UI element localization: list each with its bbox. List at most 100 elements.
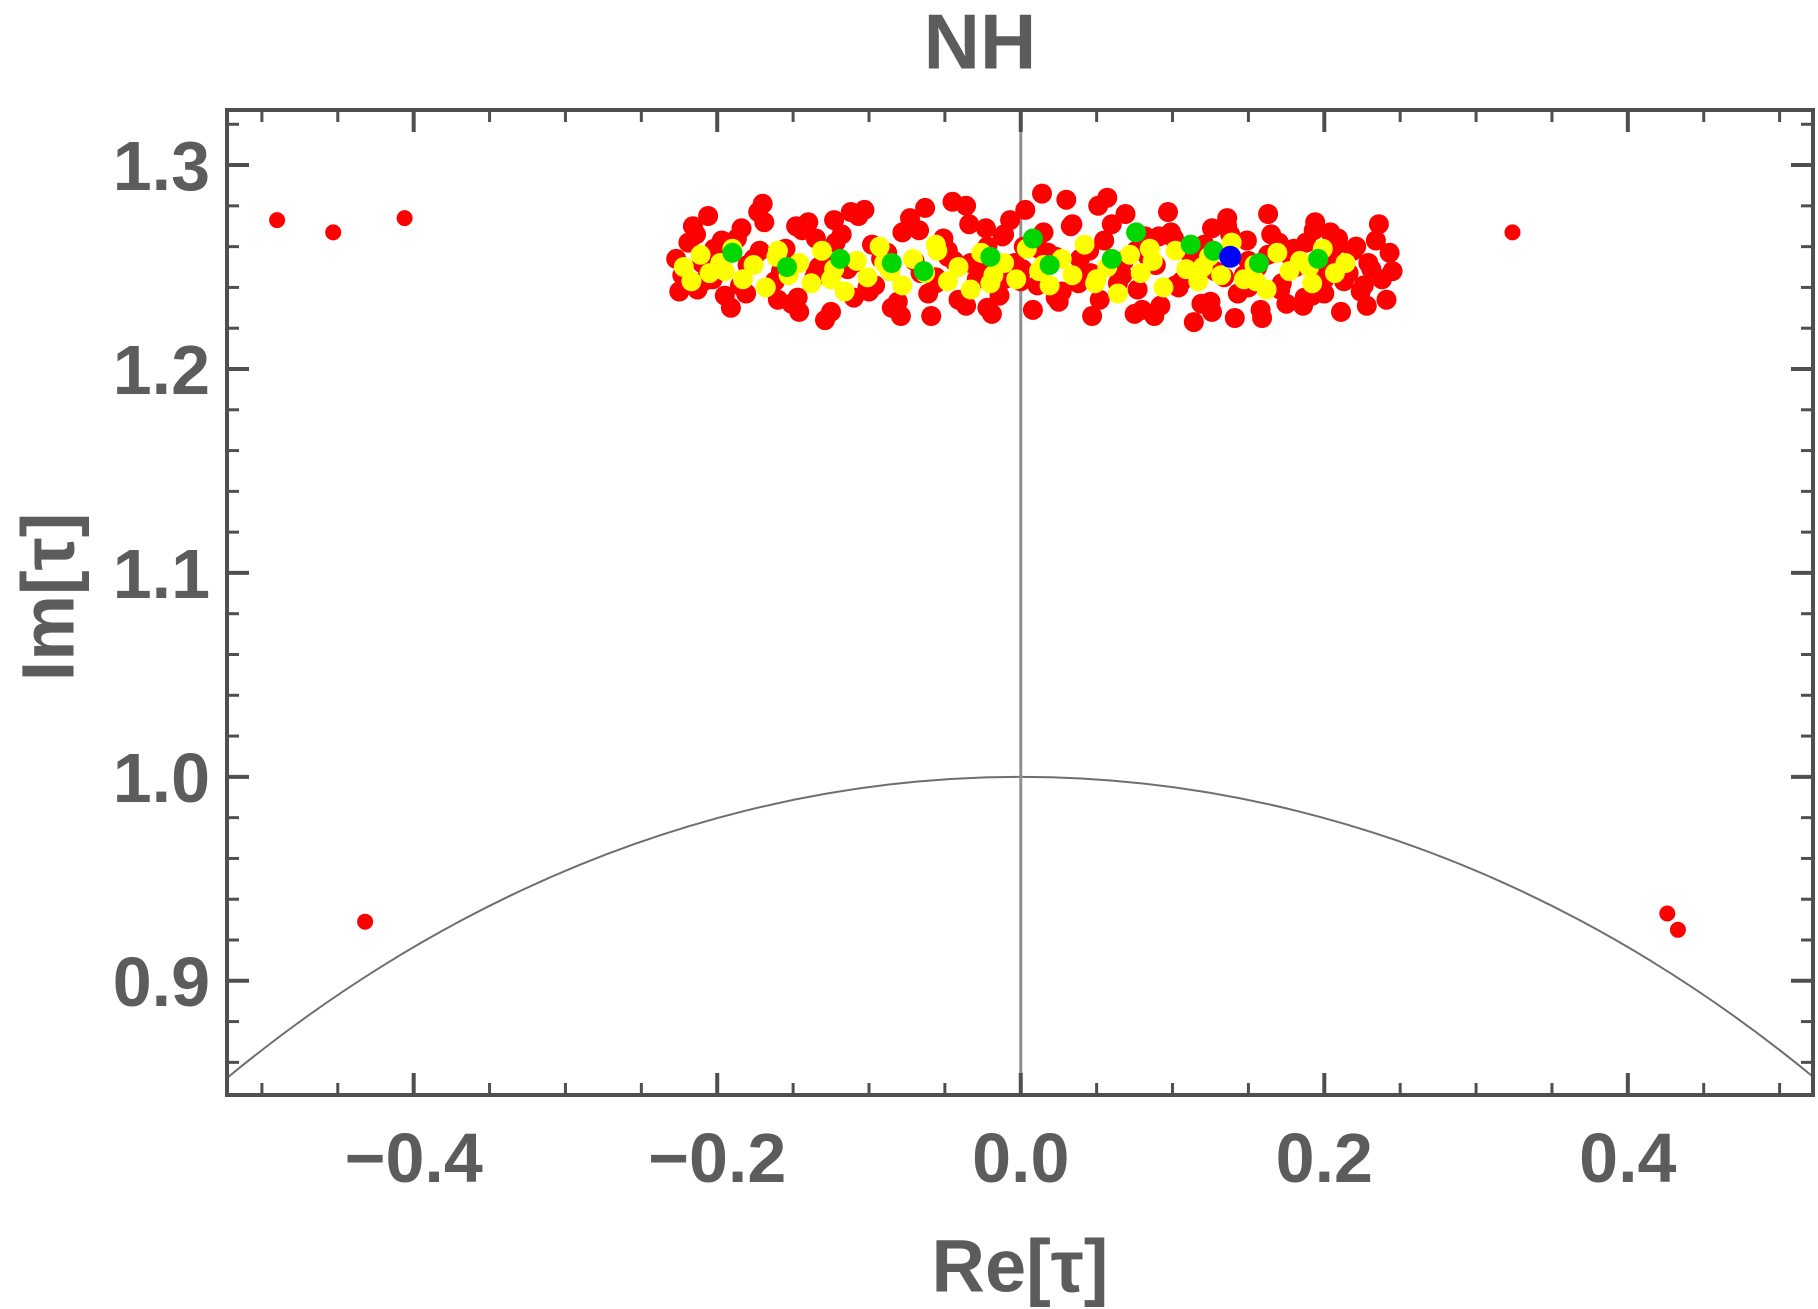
data-point-red [1252, 308, 1273, 328]
data-point-red [1158, 202, 1178, 222]
data-point-yellow [927, 240, 948, 261]
data-point-red [1356, 295, 1377, 316]
data-point-red [1276, 293, 1297, 314]
data-point-yellow [714, 261, 735, 282]
data-point-red [754, 212, 775, 233]
ticks: −0.4 −0.2 0.0 0.2 0.4 0.9 1.0 1.1 1.2 1.3 [113, 110, 1813, 1197]
data-point-yellow [948, 257, 969, 277]
data-point-red [714, 285, 735, 306]
data-point-red [840, 202, 861, 222]
data-point-red [1022, 299, 1043, 320]
data-point-yellow [857, 267, 878, 288]
data-point-green [1180, 234, 1201, 255]
data-point-yellow [1335, 253, 1356, 273]
data-point-green [1203, 240, 1224, 261]
data-point-red [1224, 308, 1245, 328]
data-point-yellow [834, 281, 855, 302]
data-point-yellow [743, 255, 764, 275]
data-point-red [789, 301, 810, 322]
data-point-green [1101, 248, 1122, 269]
data-point-yellow [821, 269, 841, 290]
data-point-red [1353, 275, 1374, 296]
plot-title: NH [923, 0, 1037, 86]
data-point-red-outliers [1669, 921, 1686, 938]
data-point-red [1127, 279, 1148, 300]
data-point-red [1296, 232, 1317, 253]
x-tick-label: 0.0 [972, 1119, 1069, 1197]
data-point-red [1183, 312, 1204, 333]
data-point-yellow [1176, 259, 1197, 280]
y-tick-label: 0.9 [113, 943, 210, 1021]
data-point-red [921, 306, 942, 326]
data-point-red [1089, 289, 1110, 310]
data-point-red [994, 224, 1015, 245]
data-point-red [1144, 306, 1165, 326]
data-point-red [1365, 230, 1386, 251]
data-point-yellow [892, 275, 913, 296]
data-point-yellow [1120, 244, 1140, 265]
data-point-red [1032, 183, 1052, 204]
data-point-yellow [1192, 257, 1213, 277]
plot-area [227, 110, 1813, 1095]
data-point-red [824, 210, 845, 231]
x-tick-label: −0.2 [648, 1119, 786, 1197]
data-point-green [722, 242, 743, 263]
data-point-red-outliers [1659, 905, 1676, 922]
data-point-yellow [1165, 240, 1186, 261]
data-point-green [881, 253, 902, 273]
data-point-yellow [846, 250, 867, 271]
data-point-yellow [1006, 269, 1027, 290]
data-point-red-outliers [396, 210, 413, 227]
data-point-yellow [869, 236, 890, 257]
data-point-red [975, 218, 996, 239]
data-point-green [777, 257, 797, 277]
data-point-red [1258, 204, 1279, 224]
data-point-green [1308, 248, 1329, 269]
data-point-yellow [1153, 277, 1174, 298]
data-point-blue [1219, 245, 1242, 268]
data-point-red [1305, 212, 1326, 233]
data-point-red [1331, 301, 1351, 322]
data-point-red [1094, 230, 1115, 251]
data-point-red [786, 216, 807, 237]
data-point-yellow [1074, 234, 1095, 255]
data-point-yellow [690, 244, 711, 265]
data-point-red [942, 191, 963, 212]
y-axis-label: Im[τ] [6, 512, 90, 682]
data-point-red [956, 295, 977, 316]
data-point-red [1361, 259, 1382, 280]
data-point-red [1346, 236, 1367, 257]
data-point-yellow [1062, 265, 1083, 286]
data-point-red [900, 208, 920, 229]
data-point-yellow [960, 279, 981, 300]
data-point-green [1249, 253, 1269, 273]
y-tick-label: 1.1 [113, 535, 210, 613]
data-point-red [1368, 214, 1389, 235]
data-point-red [1202, 218, 1222, 239]
data-point-yellow [681, 271, 702, 292]
data-point-red-outliers [325, 224, 342, 241]
data-point-yellow [811, 240, 832, 261]
data-point-yellow [1107, 283, 1128, 304]
data-point-red [1101, 214, 1122, 235]
unit-circle-arc [227, 776, 1813, 1080]
data-point-yellow [1139, 238, 1160, 259]
data-point-red-outliers [269, 212, 286, 229]
data-point-green [980, 246, 1001, 267]
data-point-red [1056, 189, 1077, 210]
data-point-yellow [1302, 273, 1323, 294]
data-point-green [1039, 255, 1060, 275]
data-point-red [698, 206, 719, 226]
data-point-green [1022, 228, 1043, 249]
data-point-red [1088, 195, 1109, 216]
data-point-red [815, 310, 835, 331]
y-tick-label: 1.3 [113, 127, 210, 205]
x-axis-label: Re[τ] [931, 1224, 1109, 1308]
data-point-yellow [733, 269, 753, 290]
data-point-green [1126, 222, 1147, 243]
data-point-red [1382, 261, 1403, 282]
data-point-yellow [1246, 271, 1266, 292]
y-tick-label: 1.2 [113, 331, 210, 409]
data-point-red [1082, 306, 1103, 326]
